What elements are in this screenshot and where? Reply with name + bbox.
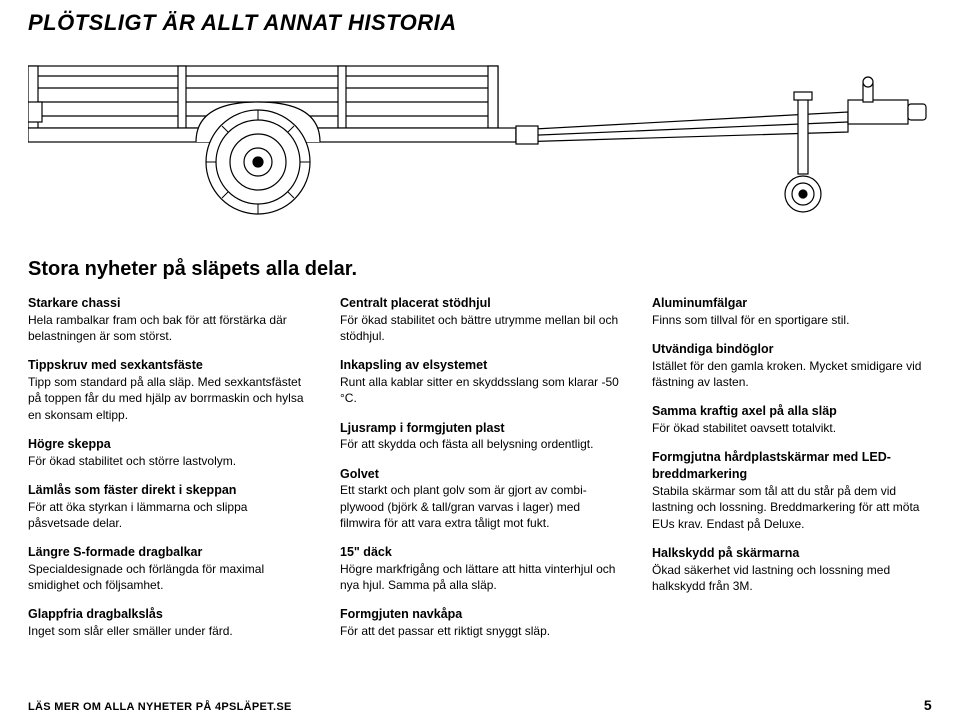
column-3: Aluminumfälgar Finns som tillval för en … <box>652 295 932 652</box>
feature-block: Högre skeppa För ökad stabilitet och stö… <box>28 436 308 469</box>
page-footer: LÄS MER OM ALLA NYHETER PÅ 4PSLÄPET.SE 5 <box>28 697 932 713</box>
column-1: Starkare chassi Hela rambalkar fram och … <box>28 295 308 652</box>
feature-body: Runt alla kablar sitter en skyddsslang s… <box>340 374 620 406</box>
feature-block: Starkare chassi Hela rambalkar fram och … <box>28 295 308 344</box>
feature-block: 15" däck Högre markfrigång och lättare a… <box>340 544 620 593</box>
feature-title: Längre S-formade dragbalkar <box>28 544 308 561</box>
feature-title: Aluminumfälgar <box>652 295 932 312</box>
feature-title: Halkskydd på skärmarna <box>652 545 932 562</box>
feature-body: För att öka styrkan i lämmarna och slipp… <box>28 499 308 531</box>
feature-title: Glappfria dragbalkslås <box>28 606 308 623</box>
page-subhead: Stora nyheter på släpets alla delar. <box>28 258 932 281</box>
feature-body: Ökad säkerhet vid lastning och lossning … <box>652 562 932 594</box>
feature-title: Lämlås som fäster direkt i skeppan <box>28 482 308 499</box>
feature-block: Formgjuten navkåpa För att det passar et… <box>340 606 620 639</box>
feature-body: För att skydda och fästa all belysning o… <box>340 436 620 452</box>
column-2: Centralt placerat stödhjul För ökad stab… <box>340 295 620 652</box>
feature-block: Halkskydd på skärmarna Ökad säkerhet vid… <box>652 545 932 594</box>
feature-title: Ljusramp i formgjuten plast <box>340 420 620 437</box>
feature-title: Formgjutna hårdplastskärmar med LED-bred… <box>652 449 932 483</box>
page-number: 5 <box>924 697 932 713</box>
feature-block: Längre S-formade dragbalkar Specialdesig… <box>28 544 308 593</box>
page-headline: PLÖTSLIGT ÄR ALLT ANNAT HISTORIA <box>28 10 932 36</box>
feature-block: Inkapsling av elsystemet Runt alla kabla… <box>340 357 620 406</box>
feature-body: Stabila skärmar som tål att du står på d… <box>652 483 932 532</box>
feature-body: Tipp som standard på alla släp. Med sexk… <box>28 374 308 423</box>
feature-body: Istället för den gamla kroken. Mycket sm… <box>652 358 932 390</box>
feature-title: Inkapsling av elsystemet <box>340 357 620 374</box>
feature-title: 15" däck <box>340 544 620 561</box>
footer-link-text: LÄS MER OM ALLA NYHETER PÅ 4PSLÄPET.SE <box>28 701 292 713</box>
feature-title: Golvet <box>340 466 620 483</box>
feature-body: Inget som slår eller smäller under färd. <box>28 623 308 639</box>
feature-body: Hela rambalkar fram och bak för att förs… <box>28 312 308 344</box>
feature-title: Centralt placerat stödhjul <box>340 295 620 312</box>
feature-block: Aluminumfälgar Finns som tillval för en … <box>652 295 932 328</box>
feature-block: Glappfria dragbalkslås Inget som slår el… <box>28 606 308 639</box>
feature-title: Formgjuten navkåpa <box>340 606 620 623</box>
feature-title: Utvändiga bindöglor <box>652 341 932 358</box>
feature-body: Ett starkt och plant golv som är gjort a… <box>340 482 620 531</box>
feature-body: Specialdesignade och förlängda för maxim… <box>28 561 308 593</box>
feature-body: För ökad stabilitet oavsett totalvikt. <box>652 420 932 436</box>
feature-body: För ökad stabilitet och bättre utrymme m… <box>340 312 620 344</box>
feature-block: Centralt placerat stödhjul För ökad stab… <box>340 295 620 344</box>
feature-title: Starkare chassi <box>28 295 308 312</box>
feature-body: Finns som tillval för en sportigare stil… <box>652 312 932 328</box>
feature-block: Golvet Ett starkt och plant golv som är … <box>340 466 620 531</box>
trailer-illustration <box>28 44 932 244</box>
feature-columns: Starkare chassi Hela rambalkar fram och … <box>28 295 932 652</box>
feature-block: Samma kraftig axel på alla släp För ökad… <box>652 403 932 436</box>
feature-block: Ljusramp i formgjuten plast För att skyd… <box>340 420 620 453</box>
feature-block: Tippskruv med sexkantsfäste Tipp som sta… <box>28 357 308 422</box>
feature-body: Högre markfrigång och lättare att hitta … <box>340 561 620 593</box>
feature-block: Utvändiga bindöglor Istället för den gam… <box>652 341 932 390</box>
feature-title: Samma kraftig axel på alla släp <box>652 403 932 420</box>
feature-body: För ökad stabilitet och större lastvolym… <box>28 453 308 469</box>
feature-title: Högre skeppa <box>28 436 308 453</box>
feature-block: Lämlås som fäster direkt i skeppan För a… <box>28 482 308 531</box>
feature-body: För att det passar ett riktigt snyggt sl… <box>340 623 620 639</box>
feature-block: Formgjutna hårdplastskärmar med LED-bred… <box>652 449 932 531</box>
feature-title: Tippskruv med sexkantsfäste <box>28 357 308 374</box>
